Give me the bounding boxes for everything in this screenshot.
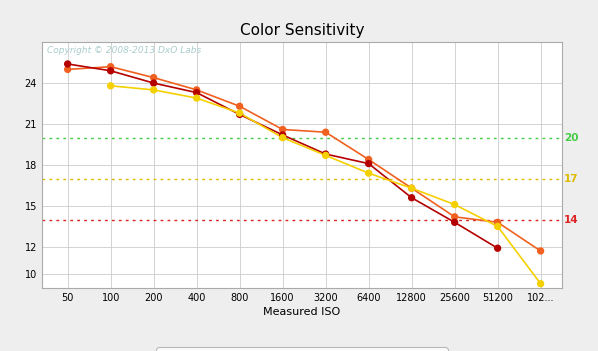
Sony A7S	[408, 186, 415, 190]
Line: Sony A7R II: Sony A7R II	[68, 67, 541, 251]
Point	[321, 151, 331, 157]
X-axis label: Measured ISO: Measured ISO	[263, 307, 341, 317]
Point	[493, 245, 502, 251]
Point	[364, 170, 373, 176]
Point	[63, 61, 72, 67]
Sony A7S	[451, 203, 458, 207]
Text: Copyright © 2008-2013 DxO Labs: Copyright © 2008-2013 DxO Labs	[47, 46, 202, 55]
Point	[536, 248, 545, 254]
Point	[235, 110, 245, 116]
Point	[149, 75, 158, 80]
Sony A7S	[279, 135, 286, 140]
Point	[493, 224, 502, 229]
Nikon D810	[322, 152, 329, 156]
Point	[364, 157, 373, 162]
Sony A7S	[236, 111, 243, 115]
Point	[536, 281, 545, 286]
Nikon D810	[451, 220, 458, 224]
Point	[278, 132, 288, 138]
Nikon D810	[408, 196, 415, 200]
Nikon D810	[494, 246, 501, 250]
Sony A7R II	[365, 157, 372, 161]
Legend: Sony A7R II, Nikon D810, Sony A7S: Sony A7R II, Nikon D810, Sony A7S	[156, 347, 448, 351]
Point	[450, 214, 459, 220]
Point	[407, 195, 416, 200]
Point	[192, 87, 202, 93]
Sony A7R II	[322, 130, 329, 134]
Point	[278, 127, 288, 132]
Point	[321, 130, 331, 135]
Sony A7R II	[236, 104, 243, 108]
Point	[407, 185, 416, 191]
Nikon D810	[150, 81, 157, 85]
Sony A7R II	[279, 127, 286, 132]
Nikon D810	[107, 69, 114, 73]
Point	[192, 90, 202, 95]
Sony A7S	[537, 282, 544, 286]
Nikon D810	[193, 91, 200, 95]
Point	[407, 185, 416, 191]
Point	[106, 83, 115, 88]
Sony A7S	[322, 153, 329, 158]
Sony A7R II	[64, 67, 71, 72]
Point	[63, 67, 72, 72]
Point	[106, 68, 115, 74]
Sony A7S	[365, 171, 372, 175]
Point	[149, 80, 158, 86]
Nikon D810	[365, 161, 372, 166]
Sony A7R II	[193, 88, 200, 92]
Point	[278, 135, 288, 140]
Point	[235, 112, 245, 117]
Point	[493, 219, 502, 225]
Sony A7R II	[494, 220, 501, 224]
Nikon D810	[236, 112, 243, 117]
Text: 17: 17	[565, 174, 579, 184]
Point	[364, 161, 373, 166]
Sony A7S	[107, 84, 114, 88]
Text: 14: 14	[565, 214, 579, 225]
Point	[450, 219, 459, 225]
Point	[235, 104, 245, 109]
Sony A7R II	[537, 249, 544, 253]
Sony A7R II	[408, 186, 415, 190]
Point	[450, 202, 459, 207]
Sony A7R II	[451, 215, 458, 219]
Line: Sony A7S: Sony A7S	[111, 86, 541, 284]
Sony A7S	[150, 88, 157, 92]
Point	[106, 64, 115, 69]
Line: Nikon D810: Nikon D810	[68, 64, 498, 248]
Sony A7S	[193, 96, 200, 100]
Title: Color Sensitivity: Color Sensitivity	[240, 23, 364, 38]
Nikon D810	[279, 133, 286, 137]
Sony A7S	[494, 224, 501, 229]
Text: 20: 20	[565, 133, 579, 143]
Point	[149, 87, 158, 93]
Nikon D810	[64, 62, 71, 66]
Sony A7R II	[107, 65, 114, 69]
Sony A7R II	[150, 75, 157, 80]
Point	[321, 153, 331, 158]
Point	[192, 95, 202, 101]
